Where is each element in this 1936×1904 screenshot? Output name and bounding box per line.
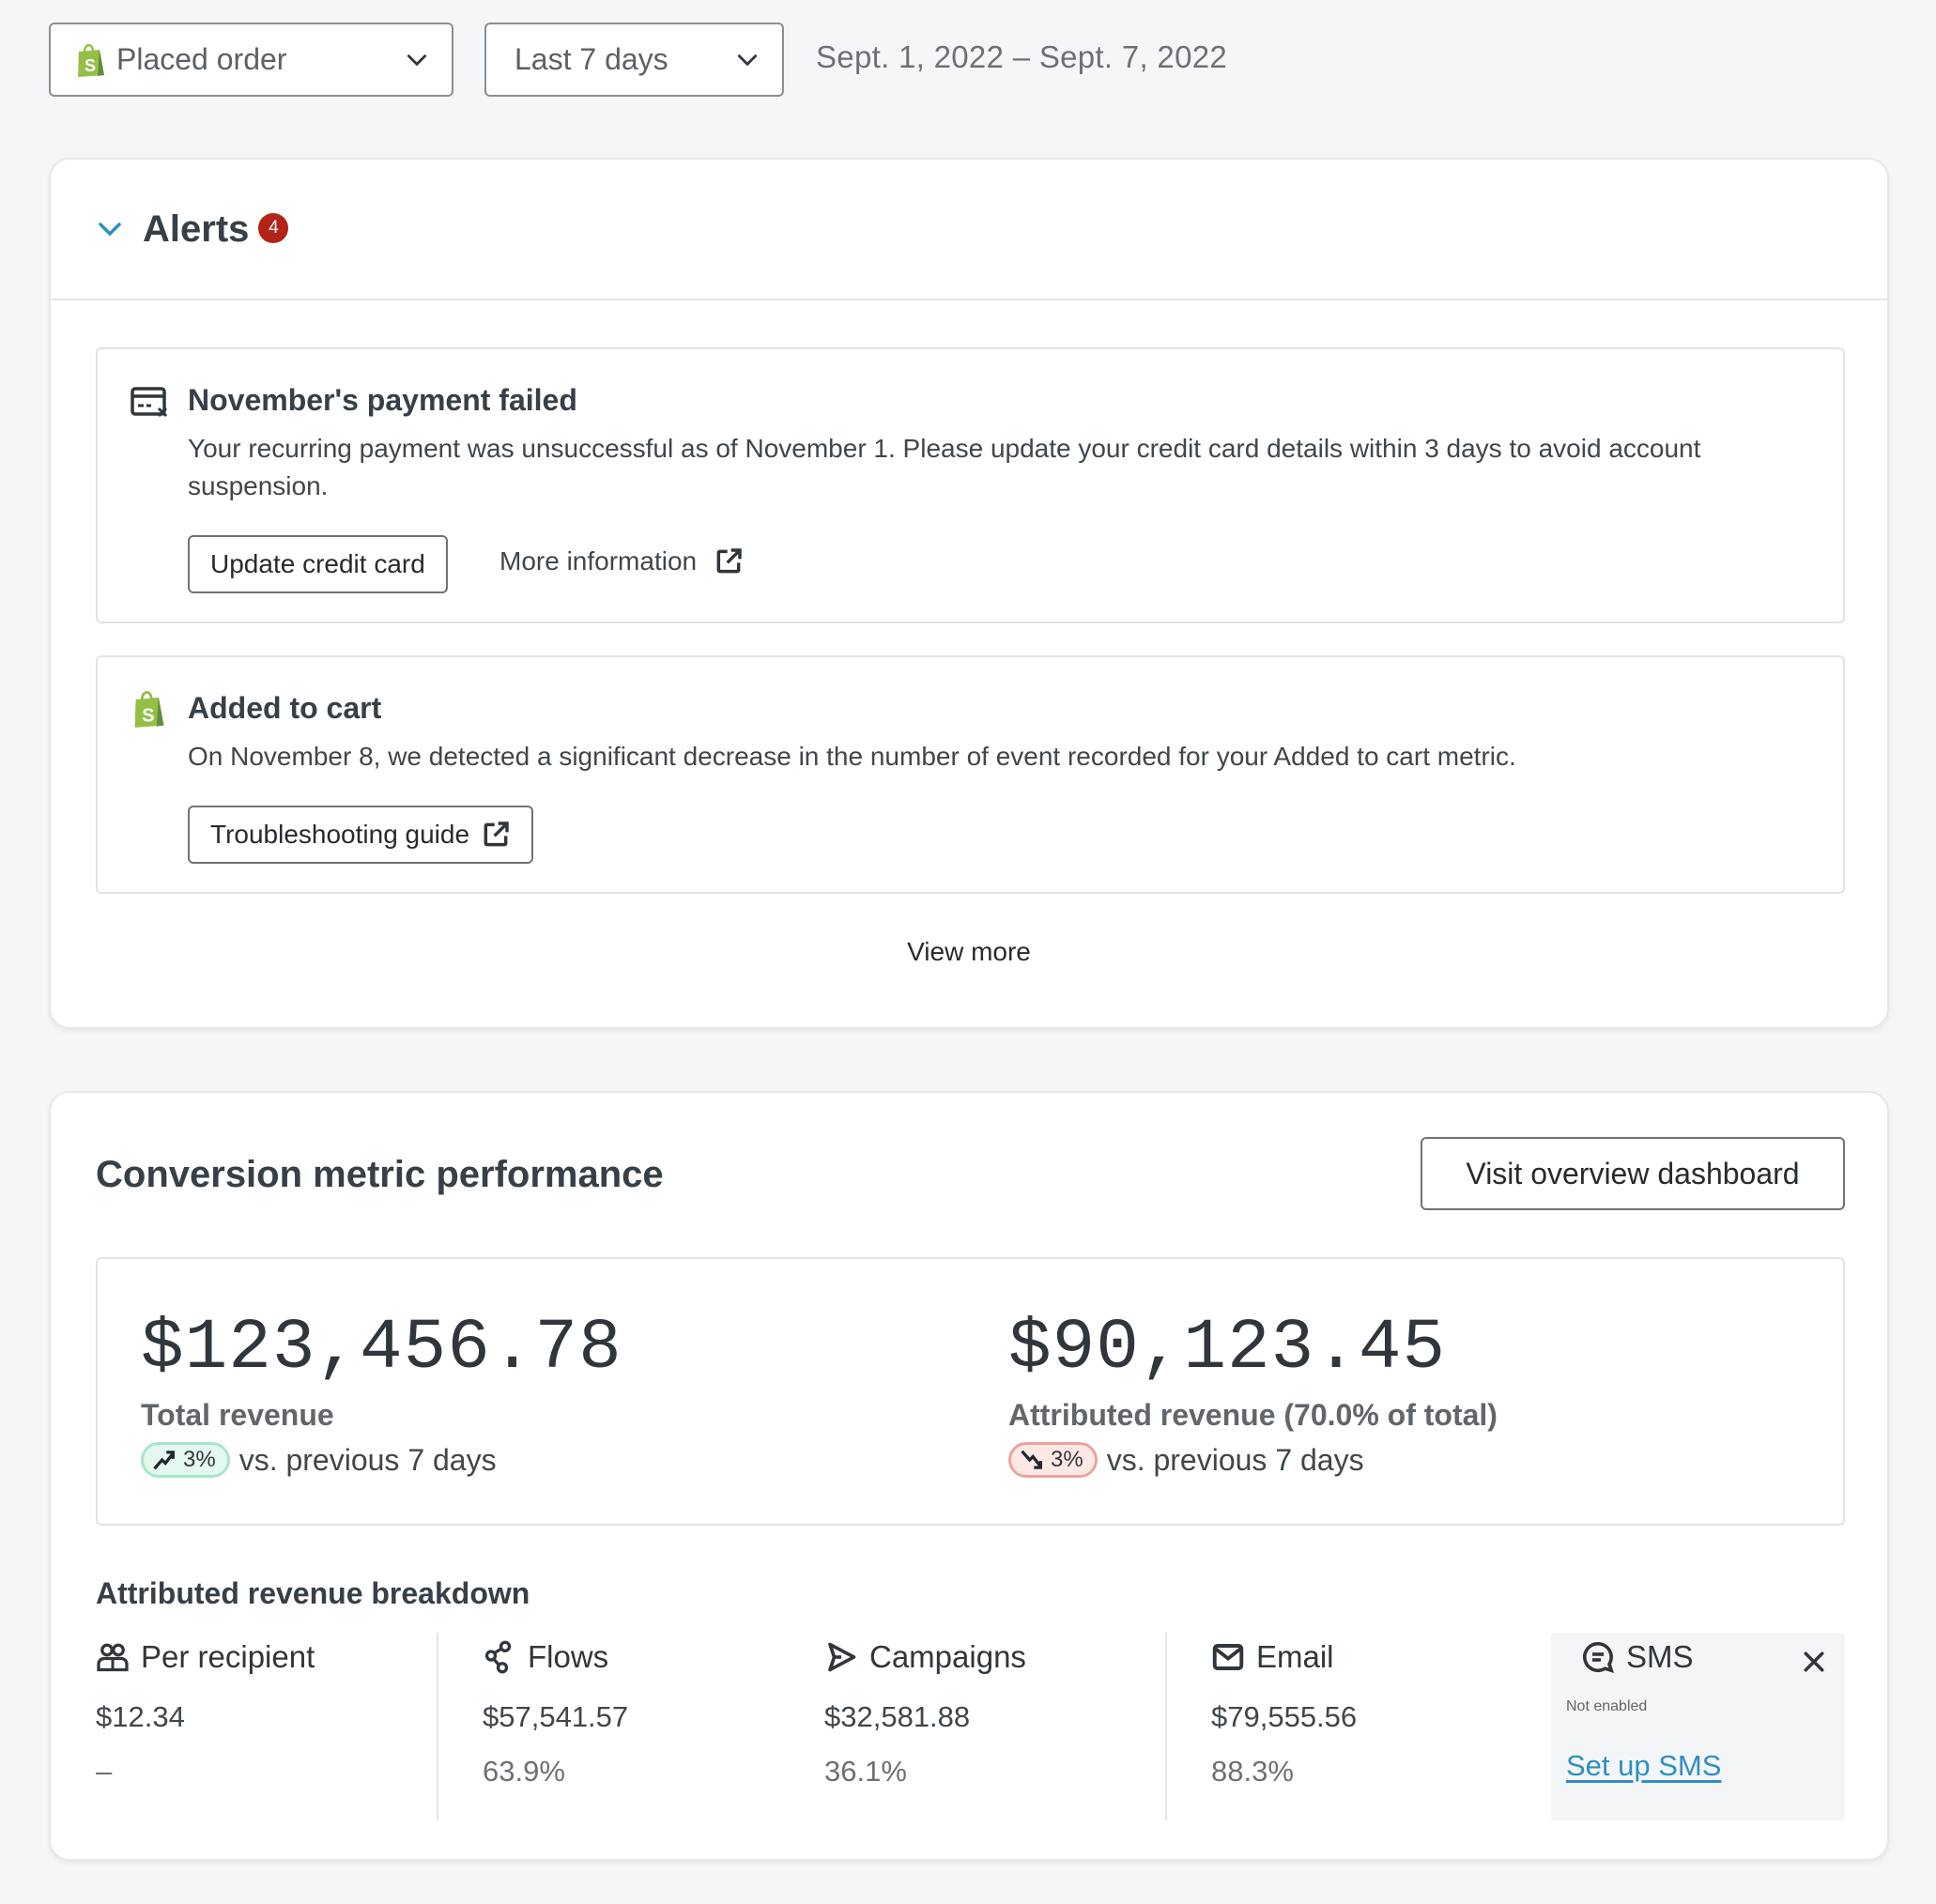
change-value: 3% [183, 1447, 216, 1472]
breakdown-email: Email $79,555.56 88.3% [1211, 1633, 1357, 1820]
trend-up-icon [153, 1451, 175, 1470]
breakdown-value: $79,555.56 [1211, 1700, 1358, 1733]
breakdown-campaigns: Campaigns $32,581.88 36.1% [824, 1633, 1026, 1820]
svg-text:S: S [142, 705, 154, 726]
breakdown-label: Email [1256, 1639, 1334, 1674]
metric-dropdown-value: Placed order [116, 42, 287, 76]
flows-icon [484, 1640, 512, 1674]
sms-status: Not enabled [1566, 1698, 1648, 1714]
alert-body: On November 8, we detected a significant… [188, 742, 1516, 771]
total-revenue-value: $123,456.78 [141, 1308, 622, 1389]
alerts-count-badge: 4 [258, 213, 289, 243]
credit-card-failed-icon [131, 387, 168, 418]
alert-body: Your recurring payment was unsuccessful … [188, 434, 1701, 500]
more-information-link[interactable]: More information [499, 546, 744, 576]
breakdown-flows: Flows $57,541.57 63.9% [483, 1633, 628, 1820]
comparison-text: vs. previous 7 days [1106, 1442, 1364, 1477]
people-icon [97, 1643, 129, 1672]
conversion-title: Conversion metric performance [96, 1154, 664, 1195]
sms-icon [1583, 1641, 1615, 1674]
alert-title: November's payment failed [188, 383, 577, 417]
alert-payment-failed: November's payment failed Your recurring… [96, 347, 1845, 623]
shopify-bag-icon: S [78, 43, 104, 77]
breakdown-percent: 88.3% [1211, 1755, 1294, 1788]
attributed-revenue-value: $90,123.45 [1008, 1308, 1447, 1389]
breakdown-label: Campaigns [869, 1639, 1026, 1674]
close-icon[interactable] [1800, 1648, 1828, 1676]
breakdown-sms: SMS Not enabled Set up SMS [1551, 1633, 1845, 1820]
breakdown-value: $32,581.88 [824, 1700, 971, 1733]
more-information-label: More information [499, 546, 698, 576]
trend-down-icon [1021, 1450, 1042, 1469]
column-divider [437, 1633, 438, 1820]
chevron-down-icon [737, 54, 758, 66]
alert-title: Added to cart [188, 691, 382, 725]
shopify-bag-icon: S [134, 691, 164, 728]
total-revenue-metric: $123,456.78 Total revenue 3% vs. previou… [141, 1306, 622, 1478]
breakdown-per-recipient: Per recipient $12.34 – [96, 1633, 315, 1820]
comparison-text: vs. previous 7 days [238, 1442, 497, 1477]
revenue-metrics: $123,456.78 Total revenue 3% vs. previou… [96, 1257, 1845, 1526]
attributed-revenue-metric: $90,123.45 Attributed revenue (70.0% of … [1008, 1306, 1498, 1478]
chevron-down-icon[interactable] [96, 215, 124, 243]
svg-text:S: S [85, 56, 96, 75]
date-range-text: Sept. 1, 2022 – Sept. 7, 2022 [816, 39, 1228, 74]
alerts-card: Alerts 4 November's payment failed Your … [49, 158, 1889, 1029]
alerts-title: Alerts [143, 207, 250, 250]
metric-dropdown[interactable]: S Placed order [49, 23, 453, 97]
conversion-card: Conversion metric performance Visit over… [49, 1091, 1889, 1861]
breakdown-title: Attributed revenue breakdown [96, 1576, 530, 1610]
breakdown-label: Flows [528, 1639, 609, 1674]
chevron-down-icon [407, 54, 427, 66]
update-credit-card-button[interactable]: Update credit card [188, 535, 448, 593]
troubleshooting-guide-label: Troubleshooting guide [210, 820, 470, 849]
breakdown-percent: – [96, 1755, 113, 1788]
breakdown-percent: 36.1% [824, 1755, 907, 1788]
total-revenue-label: Total revenue [141, 1398, 334, 1432]
breakdown-value: $57,541.57 [483, 1700, 629, 1733]
troubleshooting-guide-button[interactable]: Troubleshooting guide [188, 806, 534, 864]
breakdown-percent: 63.9% [483, 1755, 565, 1788]
breakdown-label: SMS [1626, 1639, 1694, 1674]
set-up-sms-link[interactable]: Set up SMS [1566, 1749, 1722, 1782]
date-range-dropdown[interactable]: Last 7 days [484, 23, 784, 97]
email-icon [1212, 1644, 1244, 1670]
visit-overview-dashboard-button[interactable]: Visit overview dashboard [1421, 1137, 1845, 1210]
external-link-icon [484, 821, 509, 847]
view-more-button[interactable]: View more [907, 937, 1031, 966]
update-credit-card-label: Update credit card [210, 549, 425, 578]
breakdown-value: $12.34 [96, 1700, 185, 1733]
change-down-pill: 3% [1008, 1442, 1098, 1478]
alert-added-to-cart: S Added to cart On November 8, we detect… [96, 655, 1845, 894]
breakdown-label: Per recipient [141, 1639, 315, 1674]
change-value: 3% [1051, 1447, 1083, 1472]
visit-overview-dashboard-label: Visit overview dashboard [1466, 1156, 1800, 1190]
external-link-icon [716, 548, 742, 574]
column-divider [1165, 1633, 1167, 1820]
date-range-dropdown-value: Last 7 days [515, 42, 668, 76]
change-up-pill: 3% [141, 1442, 230, 1478]
campaign-send-icon [828, 1642, 856, 1672]
alerts-header[interactable]: Alerts 4 [51, 160, 1887, 300]
attributed-revenue-label: Attributed revenue (70.0% of total) [1008, 1398, 1498, 1432]
